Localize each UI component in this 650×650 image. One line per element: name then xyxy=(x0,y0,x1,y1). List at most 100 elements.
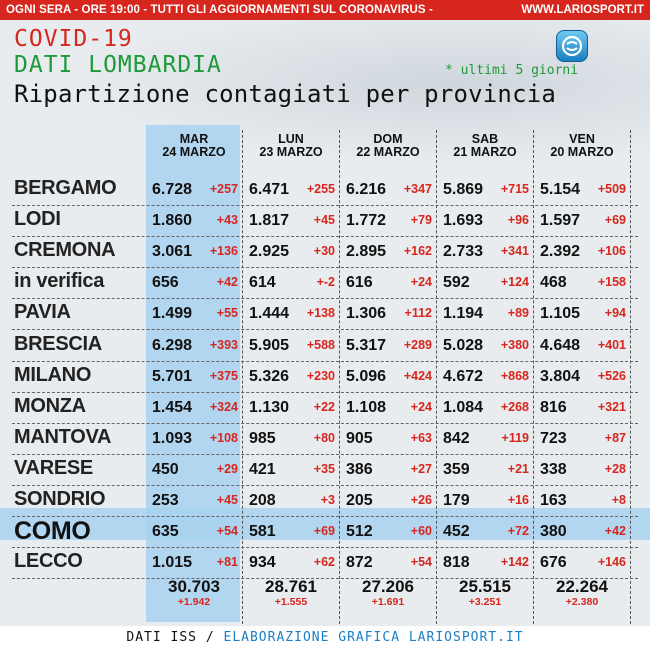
cases-value: 1.194 xyxy=(443,305,484,323)
cases-value: 1.454 xyxy=(152,398,193,416)
table-cell: 6.216 +347 xyxy=(340,181,436,203)
cases-value: 208 xyxy=(249,492,276,509)
cases-value: 512 xyxy=(346,523,373,541)
table-cell: 3.804 +526 xyxy=(534,368,630,390)
table-cell: 1.108 +24 xyxy=(340,399,436,421)
cases-value: 872 xyxy=(346,554,373,572)
cases-delta: +268 xyxy=(500,399,529,414)
column-divider xyxy=(533,130,534,624)
table-cell: 592 +124 xyxy=(437,274,533,296)
cases-delta: +30 xyxy=(313,244,335,259)
footer-credits: DATI ISS / ELABORAZIONE GRAFICA LARIOSPO… xyxy=(0,626,650,650)
table-cell: 2.392 +106 xyxy=(534,243,630,265)
table-cell: 6.728 +257 xyxy=(146,181,242,203)
cases-value: 5.154 xyxy=(540,181,581,198)
cases-delta: +24 xyxy=(410,275,432,290)
cases-value: 1.499 xyxy=(152,305,193,323)
cases-value: 253 xyxy=(152,492,179,509)
cases-delta: +94 xyxy=(604,306,626,321)
cases-value: 205 xyxy=(346,492,373,509)
cases-delta: +81 xyxy=(216,555,238,570)
cases-value: 6.216 xyxy=(346,181,387,198)
cases-delta: +112 xyxy=(404,306,432,321)
table-cell: 4.648 +401 xyxy=(534,337,630,359)
column-total: 22.264 +2.380 xyxy=(534,578,630,609)
province-name: COMO xyxy=(14,517,91,546)
banner-text: OGNI SERA - ORE 19:00 - TUTTI GLI AGGIOR… xyxy=(6,4,433,16)
table-cell: 452 +72 xyxy=(437,523,533,545)
cases-value: 1.693 xyxy=(443,212,484,230)
total-delta: +2.380 xyxy=(565,596,599,608)
table-cell: 1.772 +79 xyxy=(340,212,436,234)
table-row: LECCO 1.015 +81 934 +62 872 +54 818 +142 676 +146 xyxy=(0,548,650,580)
table-row: BERGAMO 6.728 +257 6.471 +255 6.216 +347 5.869 +… xyxy=(0,175,650,206)
table-cell: 5.701 +375 xyxy=(146,368,242,390)
cases-delta: +8 xyxy=(611,493,626,507)
table-cell: 616 +24 xyxy=(340,274,436,296)
table-cell: 1.454 +324 xyxy=(146,399,242,421)
cases-value: 380 xyxy=(540,523,567,541)
cases-delta: +96 xyxy=(507,213,529,228)
table-cell: 1.194 +89 xyxy=(437,305,533,327)
cases-delta: +69 xyxy=(604,213,626,228)
table-cell: 4.672 +868 xyxy=(437,368,533,390)
cases-delta: +380 xyxy=(500,337,529,352)
table-row: MONZA 1.454 +324 1.130 +22 1.108 +24 1.084 +268 8… xyxy=(0,393,650,424)
cases-value: 616 xyxy=(346,274,373,292)
footer-elaboration: ELABORAZIONE GRAFICA LARIOSPORT.IT xyxy=(223,630,524,645)
lariosport-logo-icon xyxy=(556,30,588,62)
column-divider xyxy=(242,130,243,624)
row-divider xyxy=(12,547,638,549)
province-name: MILANO xyxy=(14,363,92,386)
total-delta: +1.555 xyxy=(274,596,308,608)
cases-delta: +35 xyxy=(313,461,335,476)
cases-value: 6.728 xyxy=(152,181,193,198)
table-cell: 6.298 +393 xyxy=(146,337,242,359)
cases-delta: +289 xyxy=(403,337,432,352)
province-name: LODI xyxy=(14,208,61,231)
table-cell: 5.154 +509 xyxy=(534,181,630,203)
table-cell: 2.733 +341 xyxy=(437,243,533,265)
cases-value: 4.672 xyxy=(443,367,484,385)
como-row-highlight xyxy=(0,508,650,540)
cases-value: 614 xyxy=(249,274,276,292)
cases-delta: +321 xyxy=(597,399,626,414)
cases-delta: +45 xyxy=(313,213,335,228)
column-header: DOM 22 MARZO xyxy=(340,133,436,159)
cases-value: 5.326 xyxy=(249,367,290,385)
table-cell: 816 +321 xyxy=(534,399,630,421)
column-day: MAR xyxy=(179,132,209,146)
cases-value: 1.597 xyxy=(540,212,581,230)
row-divider xyxy=(12,453,638,455)
cases-value: 1.105 xyxy=(540,305,581,323)
cases-value: 1.093 xyxy=(152,429,193,447)
table-row: MANTOVA 1.093 +108 985 +80 905 +63 842 +119 723 +8… xyxy=(0,424,650,455)
cases-delta: +106 xyxy=(597,244,626,259)
cases-delta: +255 xyxy=(306,182,335,196)
total-delta: +1.691 xyxy=(371,596,405,608)
table-cell: 1.084 +268 xyxy=(437,399,533,421)
title-subtitle: Ripartizione contagiati per provincia xyxy=(14,80,557,108)
total-value: 30.703 xyxy=(168,577,220,596)
row-divider xyxy=(12,360,638,362)
cases-value: 676 xyxy=(540,554,567,572)
table-row: PAVIA 1.499 +55 1.444 +138 1.306 +112 1.194 +89 1… xyxy=(0,299,650,331)
column-date: 24 MARZO xyxy=(162,145,226,159)
top-banner: OGNI SERA - ORE 19:00 - TUTTI GLI AGGIOR… xyxy=(0,0,650,20)
cases-delta: +230 xyxy=(306,368,335,383)
cases-delta: +401 xyxy=(597,337,626,352)
cases-value: 816 xyxy=(540,398,567,416)
table-cell: 205 +26 xyxy=(340,492,436,514)
table-cell: 5.317 +289 xyxy=(340,337,436,359)
column-date: 23 MARZO xyxy=(259,145,323,159)
cases-delta: +42 xyxy=(216,275,238,290)
table-row: LODI 1.860 +43 1.817 +45 1.772 +79 1.693 +96 1.59… xyxy=(0,206,650,238)
banner-site[interactable]: WWW.LARIOSPORT.IT xyxy=(521,4,644,16)
footer-source: DATI ISS / xyxy=(126,630,215,645)
row-divider xyxy=(12,329,638,331)
cases-value: 1.108 xyxy=(346,398,387,416)
title-covid: COVID-19 xyxy=(14,26,133,52)
table-cell: 2.925 +30 xyxy=(243,243,339,265)
table-cell: 179 +16 xyxy=(437,492,533,514)
row-divider xyxy=(12,267,638,269)
